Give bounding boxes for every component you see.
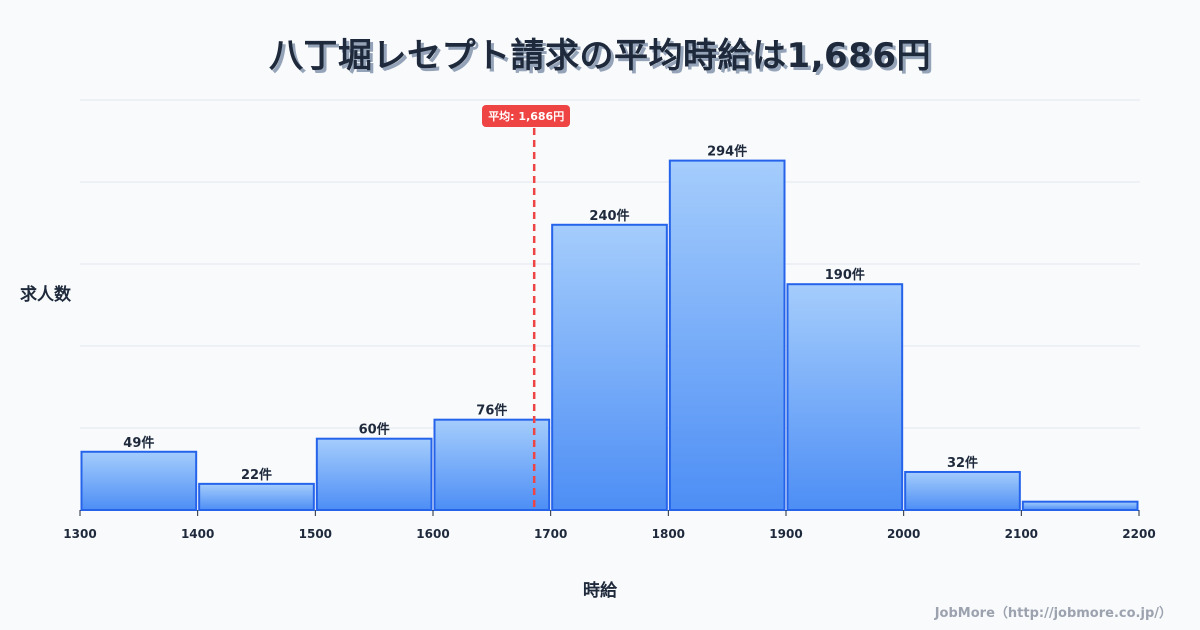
bar-value-label: 49件 xyxy=(123,435,154,451)
bar-value-label: 60件 xyxy=(359,422,390,438)
x-tick-label: 1300 xyxy=(63,527,96,541)
mean-badge: 平均: 1,686円 xyxy=(482,105,571,127)
x-tick-label: 1700 xyxy=(534,527,567,541)
x-tick-label: 1900 xyxy=(769,527,802,541)
y-axis-label: 求人数 xyxy=(20,285,71,305)
x-tick-label: 2000 xyxy=(887,527,920,541)
histogram-bar: 60件 xyxy=(315,422,433,511)
source-credit: JobMore（http://jobmore.co.jp/） xyxy=(934,606,1172,621)
x-axis-ticks: 1300 1400 1500 1600 1700 1800 1900 2000 2100 2200 xyxy=(63,510,1156,541)
histogram-bar: 49件 xyxy=(80,435,198,512)
histogram-bar: 22件 xyxy=(198,467,315,511)
bar-value-label: 240件 xyxy=(589,208,629,224)
bar-value-label: 32件 xyxy=(947,455,978,471)
x-tick-label: 1600 xyxy=(416,527,449,541)
x-tick-label: 2100 xyxy=(1005,527,1038,541)
x-tick-label: 2200 xyxy=(1122,527,1155,541)
x-tick-label: 1800 xyxy=(652,527,685,541)
histogram-bar: 32件 xyxy=(904,455,1021,511)
x-axis-label: 時給 xyxy=(583,581,617,601)
bar-value-label: 294件 xyxy=(707,144,747,160)
x-tick-label: 1500 xyxy=(299,527,332,541)
bar-value-label: 76件 xyxy=(476,403,507,419)
histogram-bar: 240件 xyxy=(551,208,668,511)
histogram-bar: 76件 xyxy=(433,403,551,511)
histogram-bar xyxy=(1021,500,1139,511)
bar-value-label: 22件 xyxy=(241,467,272,483)
histogram-bar: 294件 xyxy=(668,144,786,511)
histogram-bar: 190件 xyxy=(786,267,904,512)
bars: 49件 22件 60件 76件 240件 294件 190件 32件 xyxy=(80,144,1139,512)
bar-value-label: 190件 xyxy=(825,267,865,283)
chart-title: 八丁堀レセプト請求の平均時給は1,686円 xyxy=(268,36,932,76)
x-tick-label: 1400 xyxy=(181,527,214,541)
